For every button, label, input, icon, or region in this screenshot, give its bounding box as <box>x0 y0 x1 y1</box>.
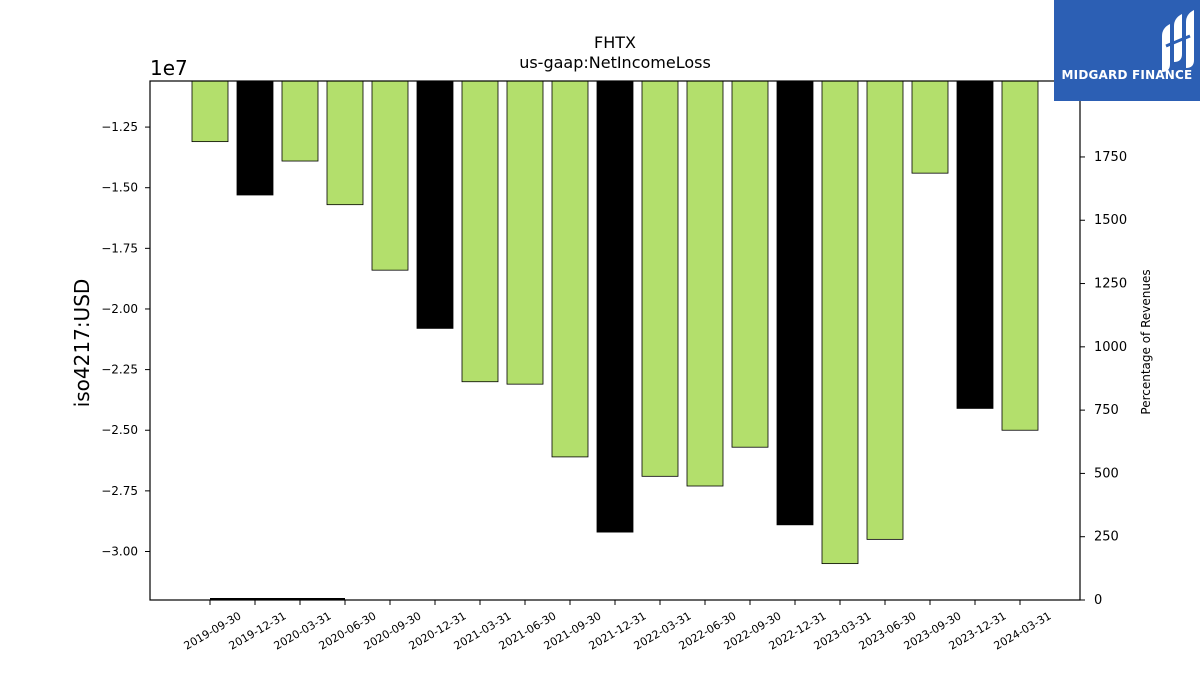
bar-2021-06-30 <box>506 80 544 385</box>
y-axis-offset-label: 1e7 <box>150 56 188 80</box>
y2-tick-label: 1000 <box>1094 340 1127 355</box>
y-tick-label: −2.00 <box>101 302 138 316</box>
chart-title: FHTX <box>594 33 636 52</box>
bar-2022-09-30 <box>731 80 769 448</box>
y-tick-label: −1.75 <box>101 241 138 255</box>
y-tick-label: −1.25 <box>101 120 138 134</box>
bar-2020-12-31 <box>416 80 454 329</box>
y2-tick-label: 1750 <box>1094 150 1127 165</box>
bar-2022-06-30 <box>686 80 724 487</box>
y-tick-label: −3.00 <box>101 544 138 558</box>
y2-tick-label: 500 <box>1094 466 1119 481</box>
bar-2022-12-31 <box>776 80 814 526</box>
bar-2019-09-30 <box>191 80 229 143</box>
bar-2023-12-31 <box>956 80 994 409</box>
bar-2020-06-30 <box>326 80 364 206</box>
bar-2022-03-31 <box>641 80 679 477</box>
bar-2021-03-31 <box>461 80 499 383</box>
y2-tick-label: 250 <box>1094 530 1119 545</box>
y-tick-label: −2.50 <box>101 423 138 437</box>
logo-mark-icon <box>1162 10 1194 72</box>
x-axis-ticks: 2019-09-302019-12-312020-03-312020-06-30… <box>182 600 1054 653</box>
bar-2023-03-31 <box>821 80 859 565</box>
y-axis-ticks: −1.25 −1.50 −1.75 −2.00 −2.25 −2.50 −2.75 −3.00 <box>101 120 150 558</box>
y2-axis-label: Percentage of Revenues <box>1139 269 1153 414</box>
plot-frame <box>149 80 1081 601</box>
bars-group <box>191 80 1039 565</box>
y-tick-label: −2.75 <box>101 484 138 498</box>
y2-tick-label: 1250 <box>1094 277 1127 292</box>
bar-2021-12-31 <box>596 80 634 533</box>
y-tick-label: −1.50 <box>101 181 138 195</box>
y-axis-label: iso4217:USD <box>70 279 94 408</box>
y2-axis-ticks: 0 250 500 750 1000 1250 1500 1750 <box>1080 150 1127 608</box>
y2-tick-label: 0 <box>1094 593 1102 608</box>
bar-2023-06-30 <box>866 80 904 540</box>
logo-text: MIDGARD FINANCE <box>1061 68 1193 82</box>
y2-tick-label: 1500 <box>1094 213 1127 228</box>
bar-2020-03-31 <box>281 80 319 162</box>
bar-2021-09-30 <box>551 80 589 458</box>
chart-subtitle: us-gaap:NetIncomeLoss <box>519 53 711 72</box>
bar-2024-03-31 <box>1001 80 1039 431</box>
bar-2019-12-31 <box>236 80 274 196</box>
brand-logo: MIDGARD FINANCE <box>1054 0 1200 101</box>
y2-tick-label: 750 <box>1094 403 1119 418</box>
y-tick-label: −2.25 <box>101 363 138 377</box>
bar-2020-09-30 <box>371 80 409 271</box>
bar-2023-09-30 <box>911 80 949 174</box>
